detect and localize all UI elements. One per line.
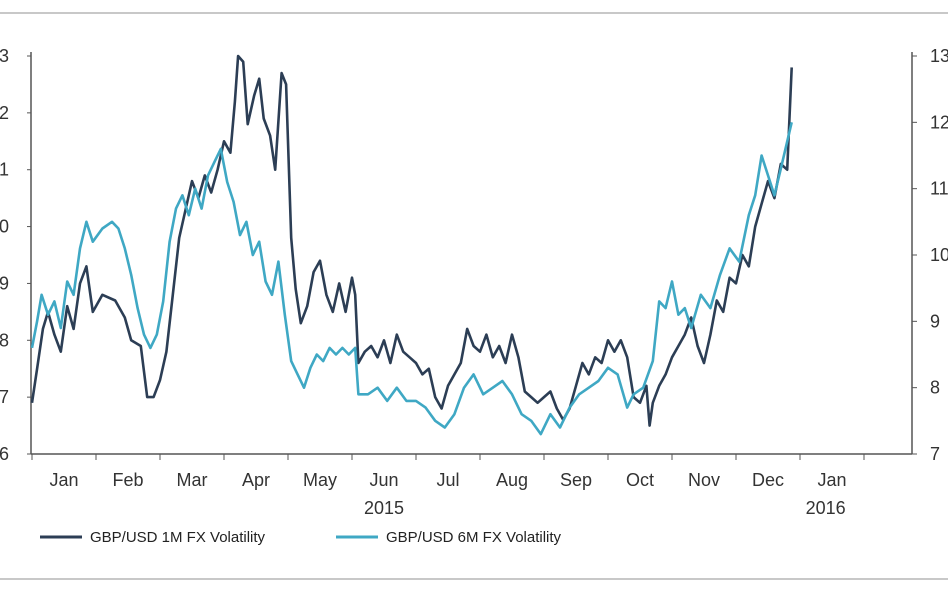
y-right-tick-label: 9 — [930, 311, 940, 331]
x-tick-label: Jun — [369, 470, 398, 490]
x-tick-label: Oct — [626, 470, 654, 490]
y-right-tick-label: 11 — [930, 179, 948, 199]
x-tick-label: Apr — [242, 470, 270, 490]
x-tick-label: Sep — [560, 470, 592, 490]
x-tick-label: Feb — [112, 470, 143, 490]
y-right-tick-label: 10 — [930, 245, 948, 265]
chart-root: 6 7 8 9 10 11 12 13 7 8 9 10 11 12 13 Jan Feb Mar Apr May Ju… — [0, 12, 948, 580]
x-tick-label: Dec — [752, 470, 784, 490]
y-right-tick-label: 13 — [930, 46, 948, 66]
x-tick-label: Jan — [817, 470, 846, 490]
y-left-tick-label: 6 — [0, 444, 9, 464]
y-left-tick-label: 8 — [0, 330, 9, 350]
y-left-tick-label: 13 — [0, 46, 9, 66]
x-tick-label: Jul — [436, 470, 459, 490]
y-left-tick-label: 12 — [0, 103, 9, 123]
y-left-tick-label: 10 — [0, 217, 9, 237]
y-left-tick-label: 9 — [0, 273, 9, 293]
x-year-label: 2015 — [364, 498, 404, 518]
y-left-tick-label: 7 — [0, 387, 9, 407]
series-1m-volatility-line — [30, 54, 793, 427]
legend-label-1m: GBP/USD 1M FX Volatility — [90, 529, 266, 546]
legend-label-6m: GBP/USD 6M FX Volatility — [386, 529, 562, 546]
x-tick-label: Nov — [688, 470, 720, 490]
series-6m-volatility-line — [30, 122, 793, 436]
x-tick-label: Aug — [496, 470, 528, 490]
x-year-label: 2016 — [806, 498, 846, 518]
y-right-tick-label: 12 — [930, 112, 948, 132]
y-left-tick-label: 11 — [0, 160, 9, 180]
x-tick-label: Mar — [177, 470, 208, 490]
y-right-tick-label: 8 — [930, 378, 940, 398]
x-tick-label: Jan — [49, 470, 78, 490]
y-right-tick-label: 7 — [930, 444, 940, 464]
x-tick-label: May — [303, 470, 337, 490]
